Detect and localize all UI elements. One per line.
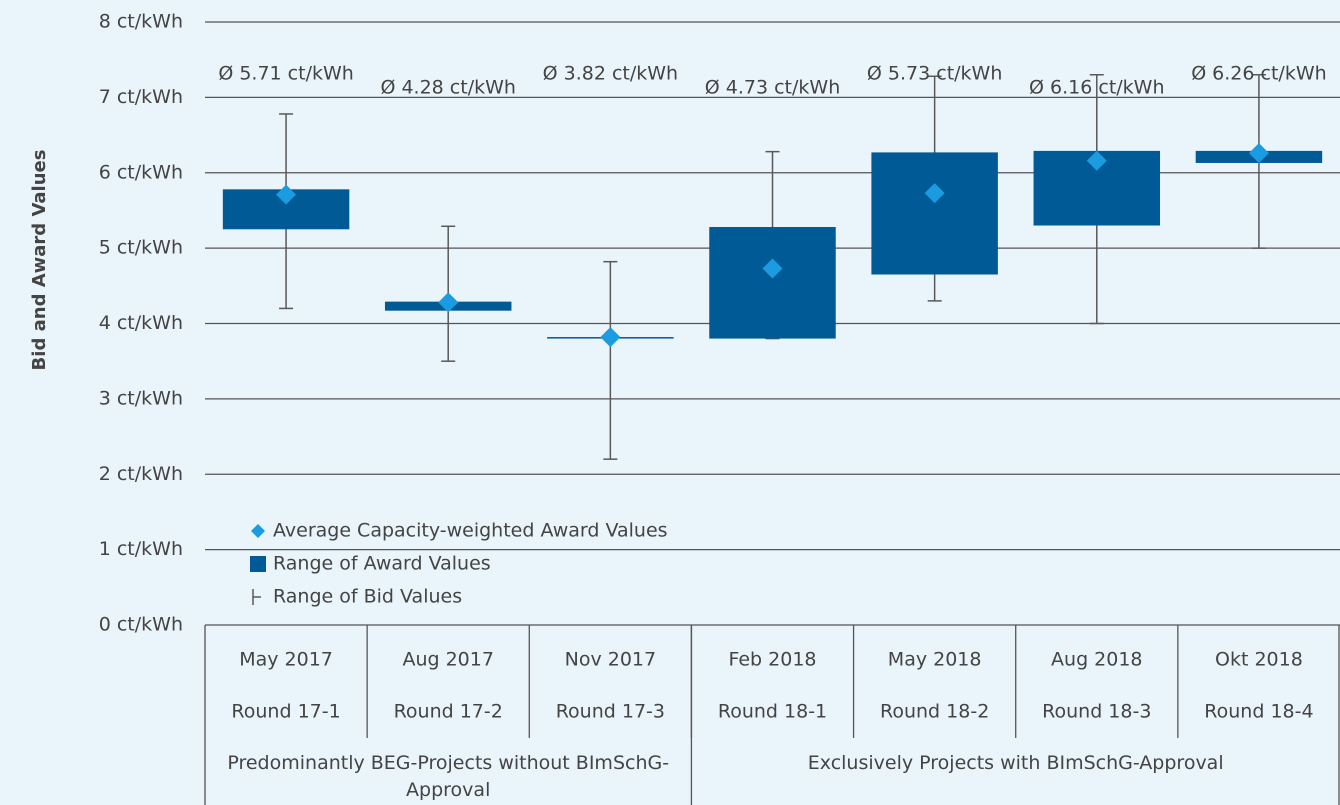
round-label: Round 18-2 (880, 701, 989, 723)
x-tick-label: May 2018 (888, 649, 982, 671)
legend-label: Range of Bid Values (273, 586, 462, 608)
round-label: Round 17-3 (556, 701, 665, 723)
x-tick-label: Aug 2018 (1051, 649, 1143, 671)
data-label: Ø 3.82 ct/kWh (543, 63, 678, 85)
data-label: Ø 5.73 ct/kWh (867, 63, 1002, 85)
y-tick-label: 5 ct/kWh (99, 237, 183, 259)
data-label: Ø 4.28 ct/kWh (380, 77, 515, 99)
x-tick-label: Feb 2018 (728, 649, 816, 671)
average-marker (1248, 143, 1269, 164)
data-label: Ø 4.73 ct/kWh (705, 77, 840, 99)
data-label: Ø 6.26 ct/kWh (1191, 63, 1326, 85)
award-range (871, 152, 998, 275)
y-axis-label: Bid and Award Values (29, 150, 50, 371)
y-tick-label: 2 ct/kWh (99, 463, 183, 485)
average-marker (762, 258, 783, 279)
data-label: Ø 5.71 ct/kWh (218, 63, 353, 85)
legend-swatch (250, 556, 266, 572)
round-label: Round 17-1 (231, 701, 340, 723)
average-marker (924, 183, 945, 204)
x-tick-label: Okt 2018 (1215, 649, 1303, 671)
round-label: Round 18-1 (718, 701, 827, 723)
x-tick-label: Nov 2017 (565, 649, 656, 671)
group-label: Predominantly BEG-Projects without BImSc… (227, 752, 670, 801)
average-marker (276, 184, 297, 205)
y-tick-label: 3 ct/kWh (99, 387, 183, 409)
x-tick-label: May 2017 (239, 649, 333, 671)
y-tick-label: 6 ct/kWh (99, 161, 183, 183)
y-tick-label: 8 ct/kWh (99, 11, 183, 33)
legend-label: Range of Award Values (273, 553, 491, 575)
y-tick-label: 7 ct/kWh (99, 86, 183, 108)
y-tick-label: 4 ct/kWh (99, 312, 183, 334)
round-label: Round 18-3 (1042, 701, 1151, 723)
y-tick-label: 1 ct/kWh (99, 538, 183, 560)
group-label: Exclusively Projects with BImSchG-Approv… (807, 752, 1224, 774)
data-label: Ø 6.16 ct/kWh (1029, 77, 1164, 99)
x-tick-label: Aug 2017 (402, 649, 494, 671)
group-label-box: Exclusively Projects with BImSchG-Approv… (807, 752, 1224, 774)
average-marker (438, 292, 459, 313)
round-label: Round 18-4 (1204, 701, 1313, 723)
y-tick-label: 0 ct/kWh (99, 614, 183, 636)
award-range (709, 227, 836, 339)
legend-label: Average Capacity-weighted Award Values (273, 520, 668, 542)
group-label-box: Predominantly BEG-Projects without BImSc… (227, 752, 670, 801)
average-marker (600, 327, 621, 348)
legend-swatch (251, 524, 265, 538)
average-marker (1086, 150, 1107, 171)
round-label: Round 17-2 (394, 701, 503, 723)
